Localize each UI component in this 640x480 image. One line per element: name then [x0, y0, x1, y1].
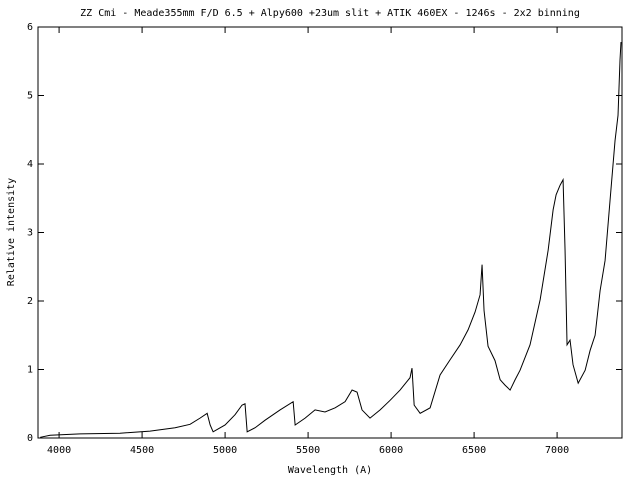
y-axis-label: Relative intensity: [6, 178, 17, 286]
spectrum-line: [40, 42, 622, 438]
x-tick-label: 4500: [130, 445, 154, 456]
y-tick-label: 5: [27, 91, 33, 102]
x-tick-label: 5000: [213, 445, 237, 456]
x-tick-label: 4000: [47, 445, 71, 456]
x-tick-label: 6500: [462, 445, 486, 456]
y-tick-label: 0: [27, 433, 33, 444]
x-axis-label: Wavelength (A): [288, 465, 372, 476]
chart-title: ZZ Cmi - Meade355mm F/D 6.5 + Alpy600 +2…: [80, 8, 580, 19]
y-tick-label: 3: [27, 228, 33, 239]
x-tick-label: 6000: [379, 445, 403, 456]
x-tick-label: 7000: [545, 445, 569, 456]
y-tick-label: 6: [27, 22, 33, 33]
y-tick-label: 4: [27, 159, 33, 170]
y-tick-label: 1: [27, 365, 33, 376]
x-tick-label: 5500: [296, 445, 320, 456]
y-tick-label: 2: [27, 296, 33, 307]
plot-frame: [37, 26, 623, 439]
